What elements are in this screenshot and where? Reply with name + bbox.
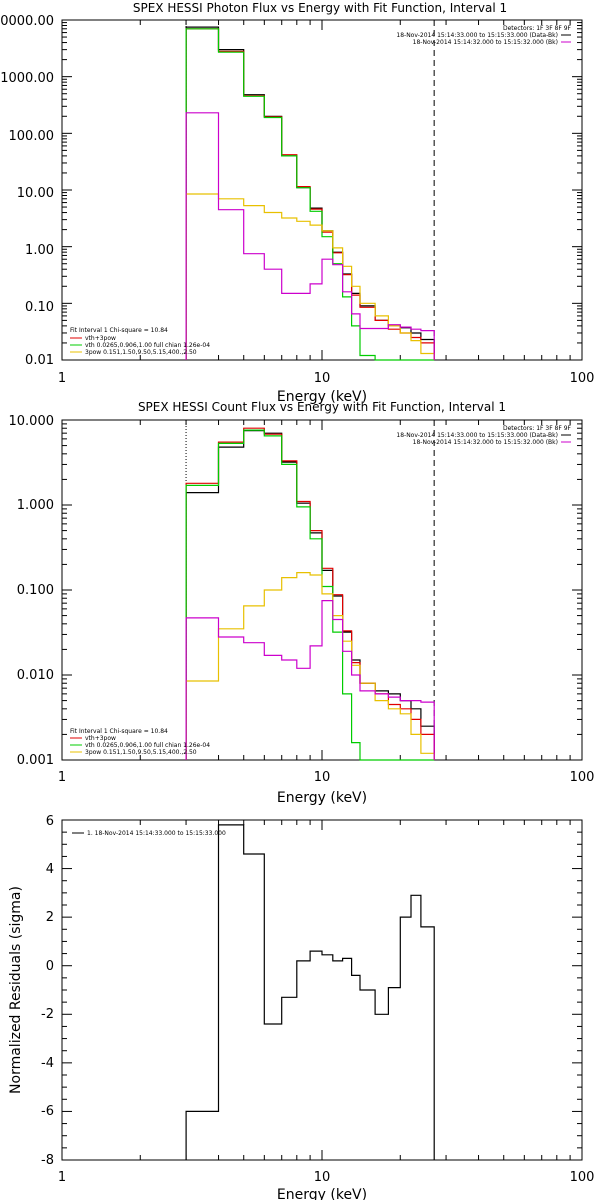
residual-series: [185, 824, 435, 1160]
x-tick-labels: 1 10 100: [58, 770, 595, 785]
y-tick-label: 1.00: [25, 243, 54, 258]
plot-frame: [61, 819, 583, 1161]
x-axis-label: Energy (keV): [277, 790, 367, 806]
series-vth: [185, 28, 435, 361]
y-tick-labels: 0.001 0.010 0.100 1.000 10.000: [9, 414, 55, 768]
spectrum-series: [185, 26, 435, 361]
y-tick-label: 0000.00: [0, 14, 54, 29]
count-flux-panel: SPEX HESSI Count Flux vs Energy with Fit…: [9, 400, 595, 806]
legend-text: 1. 18-Nov-2014 15:14:33.000 to 15:15:33.…: [87, 830, 226, 837]
legend-text: vth 0.0265,0.906,1.00 full chian 1.26e-0…: [85, 342, 210, 349]
series-bk: [185, 600, 435, 760]
legend-text: 18-Nov-2014 15:14:33.000 to 15:15:33.000…: [396, 432, 558, 439]
chart-title: SPEX HESSI Count Flux vs Energy with Fit…: [138, 400, 506, 414]
y-tick-labels: -8 -6 -4 -2 0 2 4 6: [41, 814, 54, 1168]
legend-bottom-left: Fit Interval 1 Chi-square = 10.84 vth+3p…: [70, 327, 210, 356]
legend-text: 18-Nov-2014 15:14:33.000 to 15:15:33.000…: [396, 32, 558, 39]
x-tick-labels: 1 10 100: [58, 1170, 595, 1185]
series-3pow: [185, 193, 435, 360]
y-tick-label: 0.100: [17, 583, 54, 598]
y-tick-labels: 0.01 0.10 1.00 10.00 100.00 1000.00 0000…: [0, 14, 54, 368]
y-tick-label: 0.10: [25, 300, 54, 315]
x-tick-label: 10: [314, 371, 331, 386]
series-bk: [185, 112, 435, 360]
spectrum-series: [185, 427, 435, 761]
series-vth: [185, 429, 435, 761]
x-tick-label: 100: [570, 1170, 595, 1185]
y-tick-label: 1000.00: [0, 71, 54, 86]
legend-text: vth 0.0265,0.906,1.00 full chian 1.26e-0…: [85, 742, 210, 749]
y-tick-label: 1.000: [17, 498, 54, 513]
y-tick-label: 6: [46, 814, 54, 829]
legend-top-right: Detectors: 1F 3F 8F 9F 18-Nov-2014 15:14…: [396, 25, 571, 46]
y-tick-label: 4: [46, 862, 54, 877]
x-tick-label: 1: [58, 770, 66, 785]
series-vth-3pow: [185, 427, 435, 760]
legend-text: Fit Interval 1 Chi-square = 10.84: [70, 327, 168, 334]
residuals-panel: -8 -6 -4 -2 0 2 4 6 1 10 100 Energy (keV…: [8, 814, 594, 1200]
x-tick-label: 100: [570, 371, 595, 386]
axis-ticks: [61, 420, 582, 761]
x-axis-label: Energy (keV): [277, 389, 367, 405]
y-tick-label: -4: [41, 1056, 54, 1071]
legend-text: vth+3pow: [85, 735, 116, 742]
y-tick-label: 2: [46, 910, 54, 925]
legend-bottom-left: Fit Interval 1 Chi-square = 10.84 vth+3p…: [70, 728, 210, 756]
y-tick-label: 0: [46, 959, 54, 974]
y-tick-label: 0.010: [17, 668, 54, 683]
legend-text: 18-Nov-2014 15:14:32.000 to 15:15:32.000…: [413, 439, 558, 446]
y-tick-label: -8: [41, 1153, 54, 1168]
legend-text: Detectors: 1F 3F 8F 9F: [503, 25, 572, 32]
legend-text: vth+3pow: [85, 335, 116, 342]
legend-top-left: 1. 18-Nov-2014 15:14:33.000 to 15:15:33.…: [72, 830, 226, 837]
legend-text: Detectors: 1F 3F 8F 9F: [503, 425, 572, 432]
chart-title: SPEX HESSI Photon Flux vs Energy with Fi…: [133, 1, 507, 15]
axis-ticks: [61, 819, 582, 1161]
legend-text: 3pow 0.151,1.50,9.50,5.15,400.,2.50: [85, 749, 197, 756]
legend-text: 3pow 0.151,1.50,9.50,5.15,400.,2.50: [85, 349, 197, 356]
y-tick-label: 100.00: [9, 129, 55, 144]
x-tick-labels: 1 10 100: [58, 371, 595, 386]
legend-text: 18-Nov-2014 15:14:32.000 to 15:15:32.000…: [413, 39, 558, 46]
x-tick-label: 10: [314, 770, 331, 785]
series-3pow: [185, 572, 435, 760]
x-tick-label: 10: [314, 1170, 331, 1185]
y-tick-label: 0.01: [25, 353, 54, 368]
x-axis-label: Energy (keV): [277, 1187, 367, 1200]
reference-lines: [185, 20, 435, 360]
axis-ticks: [61, 20, 582, 361]
legend-top-right: Detectors: 1F 3F 8F 9F 18-Nov-2014 15:14…: [396, 425, 571, 446]
y-tick-label: 10.000: [9, 414, 55, 429]
y-axis-label: Normalized Residuals (sigma): [8, 886, 24, 1094]
x-tick-label: 100: [570, 770, 595, 785]
x-tick-label: 1: [58, 371, 66, 386]
series-1-18-nov-2014-15-14-33-000-to-15-15-33-000: [185, 824, 435, 1160]
y-tick-label: -2: [41, 1007, 54, 1022]
photon-flux-panel: SPEX HESSI Photon Flux vs Energy with Fi…: [0, 1, 594, 405]
x-tick-label: 1: [58, 1170, 66, 1185]
plot-frame: [61, 19, 583, 361]
series-data-bk: [185, 430, 435, 760]
legend-text: Fit Interval 1 Chi-square = 10.84: [70, 728, 168, 735]
y-tick-label: 10.00: [17, 186, 54, 201]
y-tick-label: -6: [41, 1104, 54, 1119]
y-tick-label: 0.001: [17, 753, 54, 768]
